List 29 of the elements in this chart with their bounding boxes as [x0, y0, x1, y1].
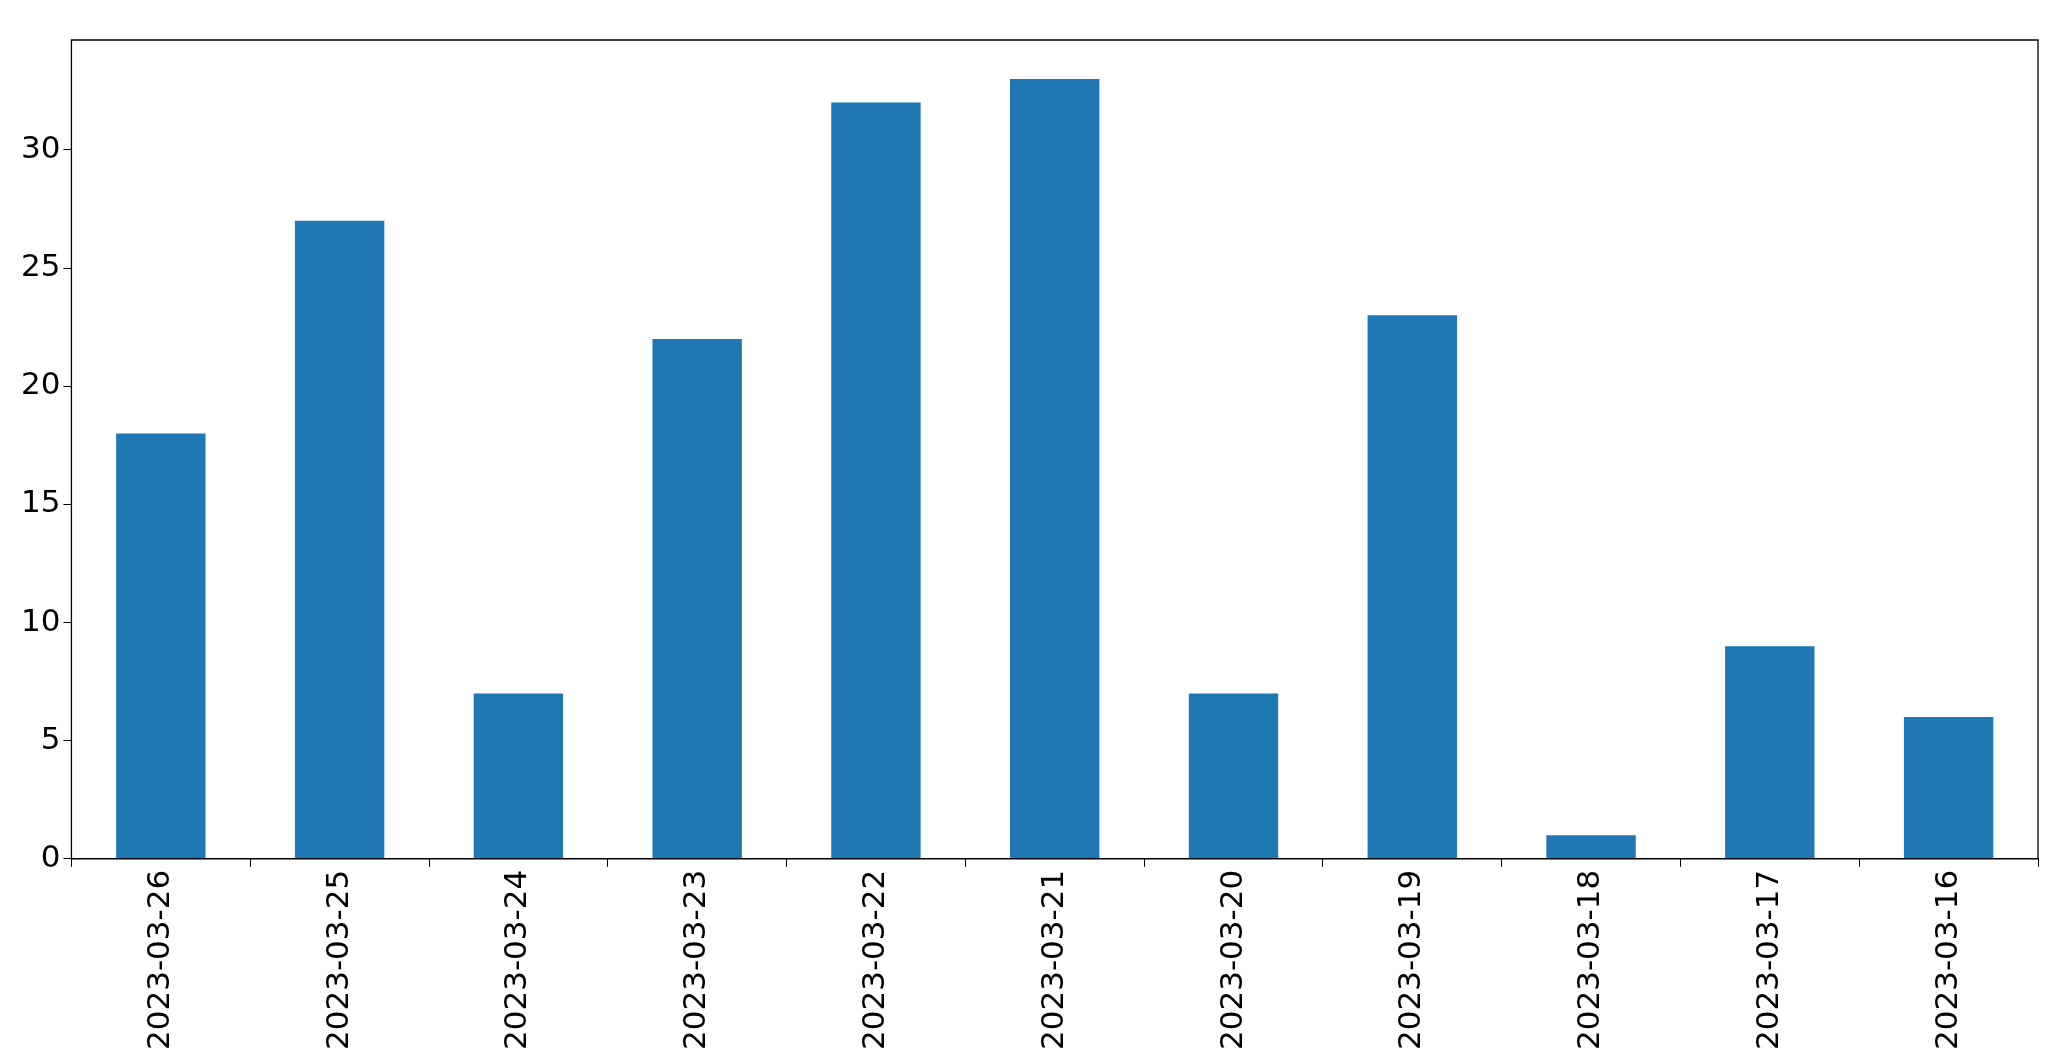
bar: [1188, 693, 1279, 859]
y-tick-label: 30: [20, 128, 61, 165]
x-tick-label: 2023-03-16: [1927, 869, 1964, 1051]
x-tick-label: 2023-03-20: [1212, 869, 1249, 1051]
bar: [1546, 835, 1636, 859]
x-tick-label: 2023-03-25: [318, 869, 355, 1051]
bar: [1010, 78, 1100, 859]
bar: [116, 433, 206, 859]
bar: [1725, 646, 1815, 859]
bar: [473, 693, 564, 859]
y-tick-label: 15: [20, 483, 61, 520]
y-tick-label: 10: [20, 601, 61, 638]
bar: [294, 220, 385, 859]
x-tick-label: 2023-03-23: [676, 869, 713, 1051]
x-tick-label: 2023-03-18: [1570, 869, 1607, 1051]
x-tick-label: 2023-03-22: [854, 869, 891, 1051]
x-tick-label: 2023-03-24: [497, 869, 534, 1051]
x-tick-label: 2023-03-19: [1391, 869, 1428, 1051]
x-tick-label: 2023-03-26: [139, 869, 176, 1051]
y-tick-label: 25: [20, 247, 61, 284]
bar: [831, 102, 921, 859]
y-tick-label: 0: [40, 837, 61, 874]
x-tick-label: 2023-03-17: [1748, 869, 1785, 1051]
x-tick-label: 2023-03-21: [1033, 869, 1070, 1051]
y-tick-label: 20: [20, 365, 61, 402]
y-tick-label: 5: [40, 719, 61, 756]
bar: [652, 338, 742, 859]
bar: [1367, 315, 1457, 859]
bar: [1903, 717, 1994, 859]
